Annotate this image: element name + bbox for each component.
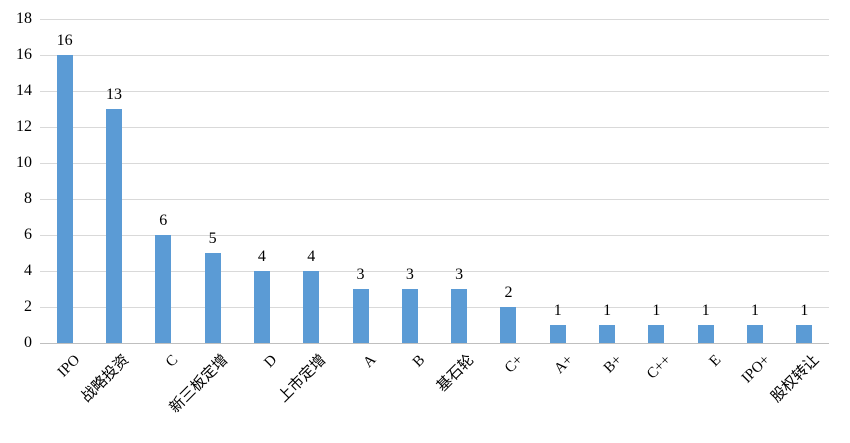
bar-value-label: 3 [455,266,464,283]
y-axis-tick-label: 18 [16,10,32,27]
bar-value-label: 2 [504,284,513,301]
bar [253,271,270,343]
gridline [40,18,829,20]
y-axis-tick-label: 2 [24,298,32,315]
bar [648,325,665,343]
bar-value-label: 3 [356,266,365,283]
gridline [40,90,829,92]
y-axis-tick-label: 14 [16,82,32,99]
bar-value-label: 1 [603,302,612,319]
x-axis-label: IPO [54,352,83,381]
bar [303,271,320,343]
y-axis-tick-label: 6 [24,226,32,243]
gridline [40,162,829,164]
bar [352,289,369,343]
bar-value-label: 1 [553,302,562,319]
bar-value-label: 4 [307,248,316,265]
gridline [40,126,829,128]
y-axis-tick-label: 0 [24,334,32,351]
gridline [40,54,829,56]
bar-value-label: 1 [652,302,661,319]
bar [451,289,468,343]
bar [599,325,616,343]
bar-value-label: 16 [56,32,73,49]
bar-value-label: 4 [257,248,266,265]
bar-value-label: 1 [751,302,760,319]
bar [155,235,172,343]
bar [747,325,764,343]
y-axis-tick-label: 16 [16,46,32,63]
bar [549,325,566,343]
bar [204,253,221,343]
gridline [40,270,829,272]
bar-value-label: 1 [701,302,710,319]
bar-value-label: 3 [405,266,414,283]
gridline [40,234,829,236]
bar-value-label: 13 [105,86,122,103]
gridline [40,306,829,308]
y-axis-tick-label: 8 [24,190,32,207]
x-axis-line [40,342,829,344]
bar-value-label: 6 [159,212,168,229]
bar [401,289,418,343]
bar [796,325,813,343]
bar-value-label: 5 [208,230,217,247]
bar [500,307,517,343]
bar-value-label: 1 [800,302,809,319]
bar [56,55,73,343]
bar [105,109,122,343]
bar [697,325,714,343]
y-axis-tick-label: 10 [16,154,32,171]
y-axis-tick-label: 12 [16,118,32,135]
gridline [40,198,829,200]
y-axis-tick-label: 4 [24,262,32,279]
